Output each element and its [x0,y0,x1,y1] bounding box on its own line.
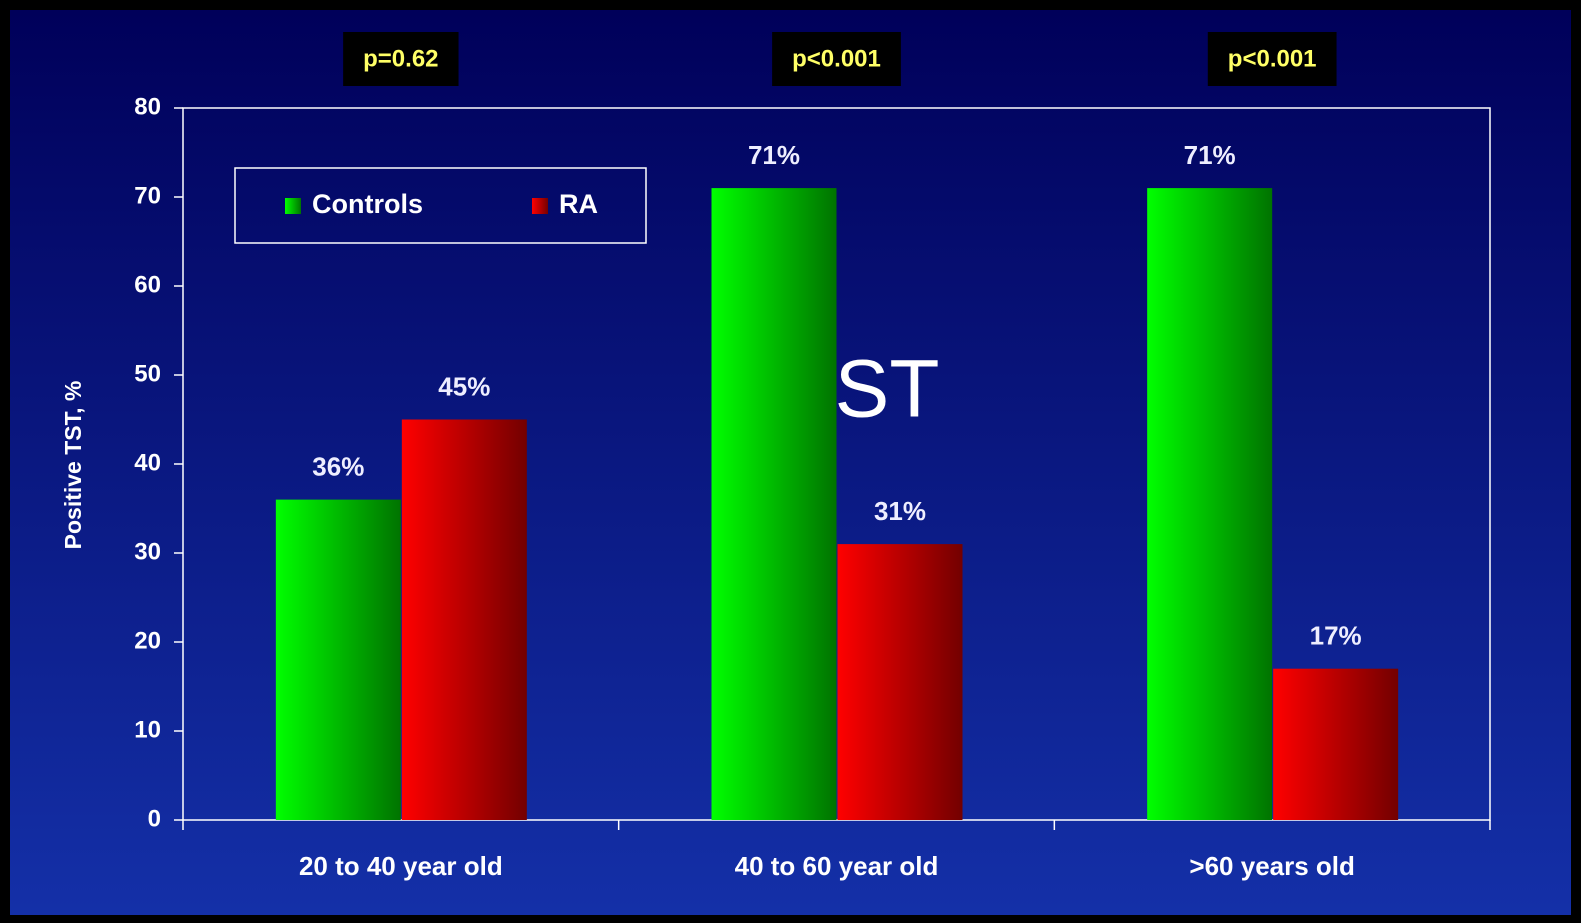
annotation-box [343,32,459,86]
y-tick-label: 70 [134,182,161,209]
annotation: p<0.001 [1228,45,1317,72]
value-label: 17% [1310,621,1362,651]
legend-swatch [532,198,548,214]
y-tick-label: 40 [134,449,161,476]
legend-label: RA [559,189,598,219]
annotation-box [772,32,901,86]
x-tick-label: 40 to 60 year old [735,851,939,881]
bar [837,544,963,820]
bar [401,419,527,820]
y-tick-label: 60 [134,271,161,298]
x-tick-label: 20 to 40 year old [299,851,503,881]
y-tick-label: 30 [134,538,161,565]
legend-label: Controls [312,189,423,219]
y-axis-title: Positive TST, % [60,381,86,550]
y-tick-label: 0 [148,805,161,832]
value-label: 71% [748,140,800,170]
bar [711,188,837,821]
bar [275,499,401,820]
annotation: p<0.001 [792,45,881,72]
y-tick-label: 10 [134,716,161,743]
bar [1273,668,1399,820]
value-label: 71% [1184,140,1236,170]
y-tick-label: 20 [134,627,161,654]
annotation: p=0.62 [363,45,438,72]
y-tick-label: 50 [134,360,161,387]
y-tick-label: 80 [134,93,161,120]
x-tick-label: >60 years old [1189,851,1355,881]
bar [1147,188,1273,821]
legend-swatch [285,198,301,214]
legend-box [234,167,647,244]
value-label: 45% [438,371,490,401]
annotation-box [1207,32,1337,86]
value-label: 31% [874,496,926,526]
value-label: 36% [312,451,364,481]
